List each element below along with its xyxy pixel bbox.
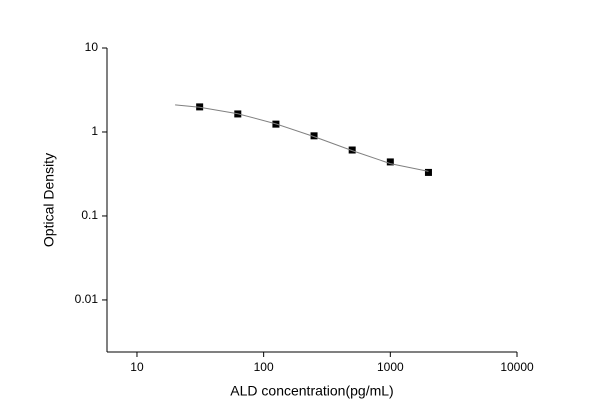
y-tick-label: 1 (91, 124, 98, 138)
y-tick-label: 10 (85, 40, 99, 54)
data-point (424, 168, 432, 176)
fit-curve (175, 104, 429, 172)
y-tick-label: 0.1 (81, 208, 98, 222)
x-tick-label: 10000 (500, 360, 534, 374)
y-tick-label: 0.01 (75, 292, 99, 306)
x-axis-title: ALD concentration(pg/mL) (230, 383, 393, 399)
x-tick-label: 10 (130, 360, 144, 374)
data-point (310, 132, 318, 140)
x-tick-label: 100 (254, 360, 274, 374)
data-point (386, 158, 394, 166)
x-tick-label: 1000 (377, 360, 404, 374)
data-point (348, 146, 356, 154)
y-axis-title: Optical Density (41, 153, 57, 247)
